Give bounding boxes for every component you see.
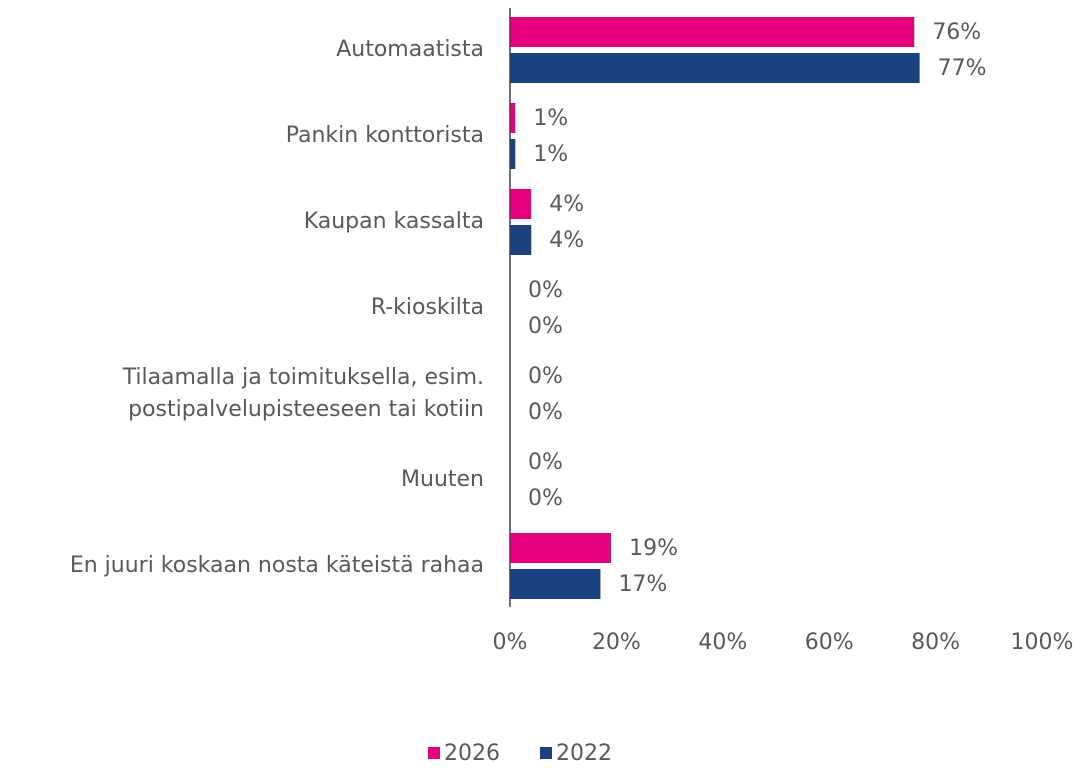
- bar: [510, 103, 516, 133]
- x-tick-label: 100%: [1011, 630, 1074, 655]
- bar: [510, 569, 601, 599]
- value-label: 1%: [533, 142, 568, 167]
- x-tick-label: 0%: [493, 630, 528, 655]
- value-label: 0%: [528, 400, 563, 425]
- category-label: En juuri koskaan nosta käteistä rahaa: [69, 553, 484, 578]
- category-label: Pankin konttorista: [285, 123, 484, 148]
- bar: [510, 17, 915, 47]
- legend-label: 2022: [556, 741, 612, 766]
- bar: [510, 189, 532, 219]
- value-label: 4%: [549, 192, 584, 217]
- value-label: 0%: [528, 278, 563, 303]
- legend-label: 2026: [444, 741, 500, 766]
- x-tick-label: 40%: [698, 630, 747, 655]
- bar: [510, 225, 532, 255]
- value-label: 0%: [528, 450, 563, 475]
- value-label: 76%: [932, 20, 981, 45]
- category-label: Automaatista: [336, 37, 484, 62]
- value-label: 19%: [629, 536, 678, 561]
- value-label: 77%: [938, 56, 987, 81]
- legend-swatch: [540, 747, 552, 759]
- value-label: 17%: [618, 572, 667, 597]
- bar: [510, 139, 516, 169]
- category-label: Kaupan kassalta: [303, 209, 484, 234]
- value-label: 0%: [528, 314, 563, 339]
- bar: [510, 53, 920, 83]
- value-label: 1%: [533, 106, 568, 131]
- x-tick-label: 60%: [805, 630, 854, 655]
- value-label: 0%: [528, 364, 563, 389]
- category-label: Muuten: [401, 467, 484, 492]
- legend-swatch: [428, 747, 440, 759]
- bar: [510, 533, 612, 563]
- value-label: 0%: [528, 486, 563, 511]
- x-tick-label: 80%: [911, 630, 960, 655]
- x-tick-label: 20%: [592, 630, 641, 655]
- category-label: R-kioskilta: [370, 295, 484, 320]
- category-label: Tilaamalla ja toimituksella, esim. posti…: [122, 365, 484, 422]
- value-label: 4%: [549, 228, 584, 253]
